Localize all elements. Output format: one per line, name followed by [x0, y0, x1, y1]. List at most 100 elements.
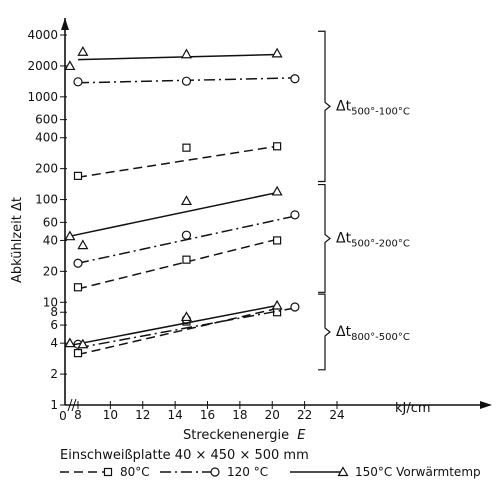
group-label-sub: 800°-500°C — [351, 332, 410, 343]
data-point-triangle — [180, 311, 192, 322]
series-layer — [64, 45, 300, 358]
legend-item-square: 80°C — [60, 465, 150, 479]
y-tick-label: 8 — [50, 305, 58, 319]
y-tick-label: 600 — [35, 113, 58, 127]
data-point-circle — [290, 302, 300, 312]
data-point-circle — [181, 230, 192, 240]
y-tick-label: 100 — [35, 193, 58, 207]
y-tick-label: 6 — [50, 318, 58, 332]
data-point-square — [73, 349, 83, 358]
data-point-triangle — [64, 230, 76, 241]
series-circle-group1 — [73, 210, 300, 268]
x-unit-label: kJ/cm — [395, 401, 431, 416]
group-label-sub: 500°-100°C — [351, 106, 410, 117]
legend-label: 150°C Vorwärmtemp — [355, 465, 481, 479]
data-point-triangle — [271, 185, 283, 196]
data-point-triangle — [77, 338, 89, 349]
group-bracket — [318, 293, 331, 371]
data-point-square — [73, 171, 83, 180]
y-tick-label: 4 — [50, 336, 58, 350]
group-label-main: Δt — [336, 324, 352, 340]
series-square-group0 — [73, 142, 282, 180]
x-axis-label-text: Streckenenergie — [183, 428, 289, 443]
caption-plate: Einschweißplatte 40 × 450 × 500 mm — [60, 448, 309, 463]
data-point-square — [182, 255, 191, 264]
legend-label: 120 °C — [227, 465, 268, 479]
legend-item-circle: 120 °C — [160, 465, 268, 479]
group-label-sub: 500°-200°C — [351, 238, 410, 249]
x-tick-label: 10 — [103, 408, 118, 422]
x-break-zero-label: 0 — [59, 409, 67, 423]
data-point-square — [73, 283, 83, 292]
data-point-circle — [73, 258, 83, 268]
data-point-triangle — [77, 45, 89, 56]
x-axis-arrowhead — [480, 401, 492, 409]
data-point-circle — [290, 210, 300, 220]
legend-item-triangle: 150°C Vorwärmtemp — [290, 465, 481, 479]
series-fit-line — [77, 238, 278, 290]
data-point-triangle — [64, 337, 76, 348]
data-point-square — [273, 142, 282, 151]
chart-axes: 0 — [59, 18, 492, 423]
legend: 80°C 120 °C 150°C Vorwärmtemp — [60, 465, 481, 479]
y-axis-arrowhead — [61, 18, 69, 30]
y-axis-label: Abkühlzeit Δt — [10, 197, 25, 283]
data-point-circle — [73, 77, 83, 87]
x-tick-label: 12 — [135, 408, 150, 422]
data-point-triangle — [271, 47, 283, 58]
y-tick-label: 10 — [43, 295, 58, 309]
group-label: Δt500°-200°C — [336, 230, 410, 249]
data-point-circle — [181, 76, 192, 86]
x-tick-label: 20 — [265, 408, 280, 422]
group-bracket — [318, 30, 331, 183]
x-tick-label: 24 — [329, 408, 344, 422]
series-fit-line — [77, 53, 278, 61]
series-square-group1 — [73, 236, 282, 292]
x-tick-label: 16 — [200, 408, 215, 422]
series-triangle-group1 — [64, 185, 283, 250]
series-fit-line — [77, 145, 278, 178]
legend-label: 80°C — [120, 465, 150, 479]
x-tick-label: 8 — [74, 408, 82, 422]
group-label-main: Δt — [336, 230, 352, 246]
data-point-square — [273, 236, 282, 245]
y-tick-label: 40 — [43, 233, 58, 247]
legend-marker-square — [103, 467, 113, 477]
group-bracket — [318, 183, 331, 293]
group-label-main: Δt — [336, 98, 352, 114]
y-tick-label: 4000 — [27, 28, 58, 42]
y-tick-label: 1 — [50, 398, 58, 412]
x-axis-label: Streckenenergie E — [183, 428, 306, 443]
data-point-triangle — [77, 239, 89, 250]
group-label: Δt500°-100°C — [336, 98, 410, 117]
x-tick-label: 18 — [232, 408, 247, 422]
y-tick-label: 400 — [35, 131, 58, 145]
data-point-triangle — [271, 299, 283, 310]
group-label: Δt800°-500°C — [336, 324, 410, 343]
series-fit-line — [69, 304, 278, 347]
data-point-triangle — [180, 195, 192, 206]
data-point-circle — [290, 74, 300, 84]
series-circle-group2 — [73, 302, 300, 349]
data-point-triangle — [180, 48, 192, 59]
data-point-square — [182, 143, 191, 152]
series-fit-line — [77, 307, 278, 356]
y-tick-label: 200 — [35, 162, 58, 176]
x-tick-label: 22 — [297, 408, 312, 422]
series-circle-group0 — [73, 74, 300, 87]
series-fit-line — [69, 191, 278, 237]
x-tick-label: 14 — [167, 408, 182, 422]
series-triangle-group0 — [64, 45, 283, 71]
legend-marker-circle — [210, 467, 220, 477]
x-axis-label-var: E — [297, 428, 306, 443]
series-fit-line — [77, 307, 296, 349]
series-triangle-group2 — [64, 299, 283, 349]
y-tick-label: 1000 — [27, 90, 58, 104]
y-tick-label: 60 — [43, 215, 58, 229]
x-axis-break-mark — [67, 398, 77, 412]
y-tick-label: 2000 — [27, 59, 58, 73]
legend-marker-triangle — [337, 466, 349, 477]
